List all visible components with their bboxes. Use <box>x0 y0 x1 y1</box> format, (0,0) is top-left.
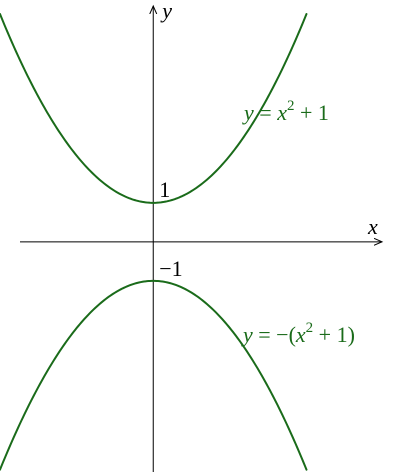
eq-base: x <box>295 322 306 347</box>
eq-equals: = −( <box>253 322 296 347</box>
y-axis-label: y <box>160 0 172 23</box>
x-axis-label: x <box>367 214 378 239</box>
lower-parabola-equation: y = −(x2 + 1) <box>241 320 355 347</box>
eq-lhs: y <box>241 322 253 347</box>
lower-parabola-curve <box>0 279 308 471</box>
tick-label-minus-1: −1 <box>159 256 182 281</box>
eq-exponent: 2 <box>287 98 295 114</box>
upper-parabola-equation: y = x2 + 1 <box>242 98 329 125</box>
eq-equals: = <box>254 100 277 125</box>
upper-parabola-curve <box>0 13 308 204</box>
eq-base: x <box>276 100 287 125</box>
eq-rest: + 1 <box>294 100 328 125</box>
eq-exponent: 2 <box>306 320 314 336</box>
eq-rest: + 1) <box>313 322 355 347</box>
eq-lhs: y <box>242 100 254 125</box>
tick-label-1: 1 <box>159 177 170 202</box>
